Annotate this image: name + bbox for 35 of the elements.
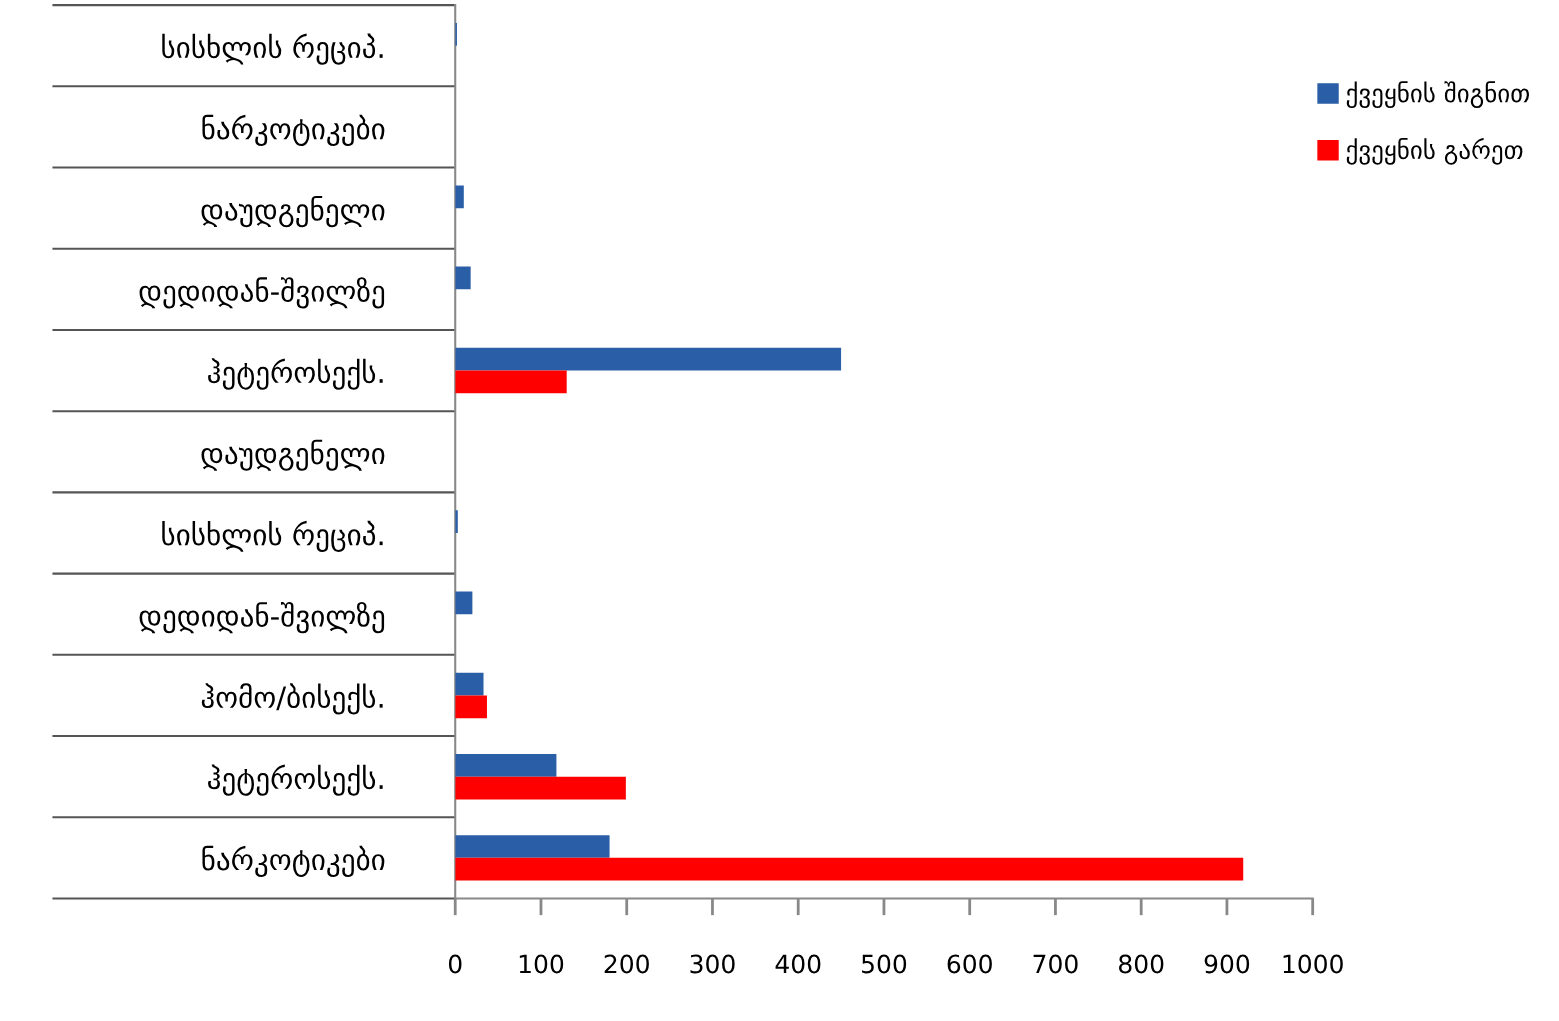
x-tick-label: 200: [604, 954, 649, 974]
x-tick-label: 100: [519, 954, 564, 974]
y-tick-label: დედიდან-შვილზე: [139, 277, 385, 309]
x-tick-label: 800: [1119, 954, 1164, 974]
y-tick-label: ჰეტეროსექს.: [208, 764, 383, 796]
y-tick-label: ჰეტეროსექს.: [208, 358, 383, 390]
x-tick-label: 300: [690, 954, 735, 974]
y-tick-label: ჰომო/ბისექს.: [201, 683, 383, 715]
y-tick-label: დაუდგენელი: [201, 439, 385, 471]
bar: [455, 185, 464, 209]
bar: [455, 347, 842, 371]
y-tick-label: სისხლის რეციპ.: [162, 33, 383, 65]
bar: [455, 672, 484, 696]
bar: [455, 695, 487, 719]
x-tick-label: 700: [1033, 954, 1078, 974]
legend-label: ქვეყნის შიგნით: [1346, 81, 1530, 109]
x-tick-label: 1000: [1283, 954, 1343, 974]
x-tick-label: 0: [448, 954, 462, 974]
x-tick-label: 600: [947, 954, 992, 974]
x-tick-label: 400: [775, 954, 821, 974]
bar: [455, 776, 626, 800]
bar: [455, 835, 610, 858]
bar: [455, 857, 1244, 881]
y-tick-label: დედიდან-შვილზე: [139, 602, 385, 634]
y-tick-label: ნარკოტიკები: [202, 845, 385, 877]
bar: [455, 753, 557, 777]
y-tick-label: ნარკოტიკები: [202, 114, 385, 147]
y-tick-label: დაუდგენელი: [201, 196, 385, 228]
bar: [455, 591, 473, 615]
x-tick-label: 900: [1204, 954, 1250, 974]
legend-label: ქვეყნის გარეთ: [1346, 138, 1523, 165]
bar: [455, 266, 471, 290]
y-tick-label: სისხლის რეციპ.: [162, 520, 383, 553]
x-tick-label: 500: [862, 954, 907, 974]
bar: [455, 370, 567, 394]
